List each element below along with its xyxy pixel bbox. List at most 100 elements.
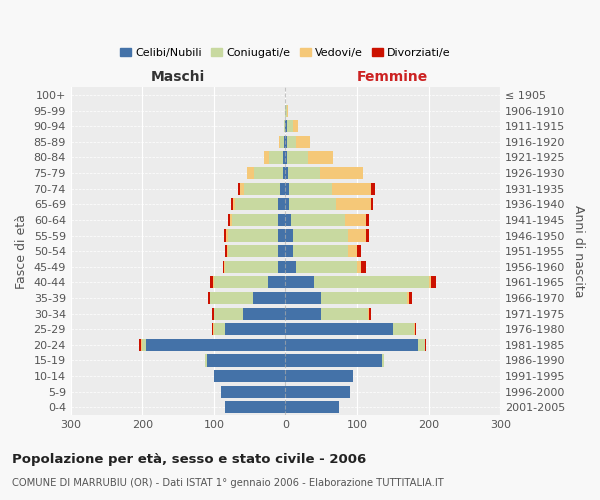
Bar <box>214 370 286 382</box>
Bar <box>314 276 428 288</box>
Bar <box>349 230 367 241</box>
Bar <box>308 152 334 164</box>
Bar <box>293 230 349 241</box>
Bar <box>345 214 367 226</box>
Bar <box>361 260 365 273</box>
Bar <box>293 120 298 132</box>
Bar <box>409 292 412 304</box>
Bar <box>286 104 287 117</box>
Bar <box>209 292 211 304</box>
Bar <box>286 401 339 413</box>
Bar <box>224 245 227 258</box>
Bar <box>284 136 286 148</box>
Bar <box>212 308 214 320</box>
Bar <box>371 198 373 210</box>
Bar <box>264 152 269 164</box>
Bar <box>280 136 284 148</box>
Bar <box>269 152 283 164</box>
Y-axis label: Anni di nascita: Anni di nascita <box>572 205 585 298</box>
Bar <box>228 245 278 258</box>
Bar <box>286 198 289 210</box>
Bar <box>279 136 280 148</box>
Bar <box>142 339 146 351</box>
Bar <box>287 152 308 164</box>
Bar <box>278 214 286 226</box>
Bar <box>415 323 416 336</box>
Bar <box>235 198 278 210</box>
Y-axis label: Fasce di età: Fasce di età <box>15 214 28 288</box>
Bar <box>205 354 207 366</box>
Bar <box>321 292 407 304</box>
Bar <box>418 339 425 351</box>
Bar <box>254 167 283 179</box>
Bar <box>283 152 286 164</box>
Bar <box>371 182 375 195</box>
Bar <box>231 198 233 210</box>
Bar <box>286 292 321 304</box>
Bar <box>227 245 228 258</box>
Text: Popolazione per età, sesso e stato civile - 2006: Popolazione per età, sesso e stato civil… <box>12 452 366 466</box>
Bar <box>278 245 286 258</box>
Bar <box>286 136 287 148</box>
Bar <box>286 120 287 132</box>
Bar <box>428 276 431 288</box>
Bar <box>286 386 350 398</box>
Bar <box>286 214 291 226</box>
Bar <box>241 182 244 195</box>
Bar <box>228 230 278 241</box>
Bar <box>287 120 293 132</box>
Bar <box>280 182 286 195</box>
Bar <box>286 276 314 288</box>
Bar <box>278 260 286 273</box>
Bar <box>349 245 357 258</box>
Bar <box>228 214 230 226</box>
Bar <box>293 245 349 258</box>
Bar <box>141 339 142 351</box>
Bar <box>278 230 286 241</box>
Bar <box>207 354 286 366</box>
Bar <box>247 167 254 179</box>
Bar <box>357 245 361 258</box>
Bar <box>291 214 345 226</box>
Bar <box>286 152 287 164</box>
Bar <box>278 198 286 210</box>
Bar <box>238 182 241 195</box>
Bar <box>393 323 415 336</box>
Bar <box>224 401 286 413</box>
Bar <box>320 167 363 179</box>
Bar <box>286 167 287 179</box>
Bar <box>146 339 286 351</box>
Bar <box>286 339 418 351</box>
Bar <box>233 198 235 210</box>
Bar <box>214 323 224 336</box>
Bar <box>289 198 335 210</box>
Bar <box>286 182 289 195</box>
Bar <box>209 276 213 288</box>
Bar <box>208 292 209 304</box>
Bar <box>368 308 371 320</box>
Bar <box>212 323 213 336</box>
Bar <box>367 230 369 241</box>
Bar <box>431 276 436 288</box>
Bar <box>214 308 242 320</box>
Bar <box>296 260 357 273</box>
Bar <box>283 167 286 179</box>
Bar <box>230 214 232 226</box>
Bar <box>232 214 278 226</box>
Bar <box>213 276 214 288</box>
Bar <box>224 230 226 241</box>
Bar <box>226 230 228 241</box>
Bar <box>287 167 320 179</box>
Text: Maschi: Maschi <box>151 70 205 84</box>
Bar <box>382 354 384 366</box>
Bar <box>268 276 286 288</box>
Bar <box>223 260 224 273</box>
Bar <box>286 245 293 258</box>
Bar <box>224 323 286 336</box>
Bar <box>407 292 409 304</box>
Bar <box>367 214 368 226</box>
Text: COMUNE DI MARRUBIU (OR) - Dati ISTAT 1° gennaio 2006 - Elaborazione TUTTITALIA.I: COMUNE DI MARRUBIU (OR) - Dati ISTAT 1° … <box>12 478 444 488</box>
Bar <box>211 292 253 304</box>
Bar <box>221 386 286 398</box>
Bar <box>289 182 332 195</box>
